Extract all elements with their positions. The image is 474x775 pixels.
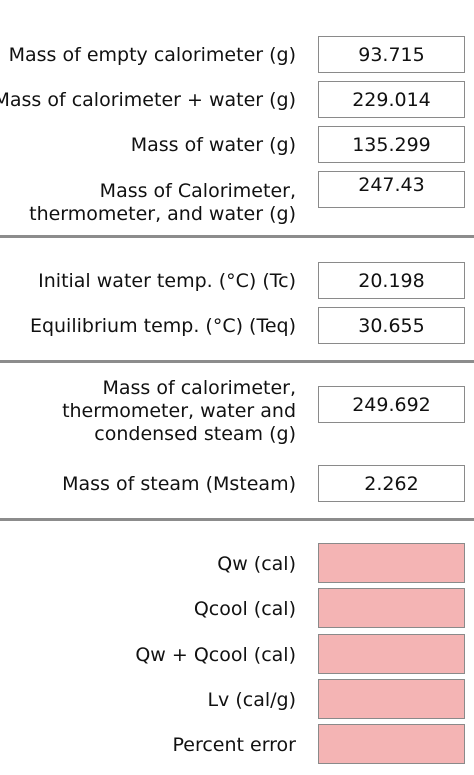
section-divider-2 xyxy=(0,360,474,363)
cal-thermo-water-label-line2: thermometer, and water (g) xyxy=(29,203,296,225)
equilibrium-temp-label: Equilibrium temp. (°C) (Teq) xyxy=(29,315,296,337)
cal-thermo-water-steam-label-line1: Mass of calorimeter, xyxy=(102,377,297,399)
cal-thermo-water-label: Mass of Calorimeter, thermometer, and wa… xyxy=(29,180,296,226)
calorimeter-water-field[interactable] xyxy=(318,81,465,118)
lv-field[interactable] xyxy=(318,679,465,719)
calorimeter-water-label: Mass of calorimeter + water (g) xyxy=(0,89,296,111)
water-mass-label: Mass of water (g) xyxy=(130,134,296,156)
equilibrium-temp-field[interactable] xyxy=(318,307,465,344)
qw-plus-qcool-label: Qw + Qcool (cal) xyxy=(135,644,296,666)
section-divider-3 xyxy=(0,518,474,521)
empty-calorimeter-field[interactable] xyxy=(318,36,465,73)
steam-mass-field[interactable] xyxy=(318,465,465,502)
cal-thermo-water-label-line1: Mass of Calorimeter, xyxy=(99,180,296,202)
section-divider-1 xyxy=(0,235,474,238)
qw-plus-qcool-field[interactable] xyxy=(318,634,465,674)
cal-thermo-water-steam-label-line3: condensed steam (g) xyxy=(94,423,296,445)
initial-temp-label: Initial water temp. (°C) (Tc) xyxy=(38,270,296,292)
water-mass-field[interactable] xyxy=(318,126,465,163)
cal-thermo-water-steam-label-line2: thermometer, water and xyxy=(62,400,296,422)
cal-thermo-water-field[interactable] xyxy=(318,171,465,208)
qw-field[interactable] xyxy=(318,543,465,583)
steam-mass-label: Mass of steam (Msteam) xyxy=(62,473,296,495)
qcool-label: Qcool (cal) xyxy=(193,598,296,620)
empty-calorimeter-label: Mass of empty calorimeter (g) xyxy=(8,44,296,66)
cal-thermo-water-steam-label: Mass of calorimeter, thermometer, water … xyxy=(62,377,296,446)
qcool-field[interactable] xyxy=(318,588,465,628)
percent-error-field[interactable] xyxy=(318,724,465,764)
cal-thermo-water-steam-field[interactable] xyxy=(318,386,465,423)
percent-error-label: Percent error xyxy=(172,734,296,756)
lv-label: Lv (cal/g) xyxy=(207,689,296,711)
qw-label: Qw (cal) xyxy=(217,553,296,575)
initial-temp-field[interactable] xyxy=(318,262,465,299)
